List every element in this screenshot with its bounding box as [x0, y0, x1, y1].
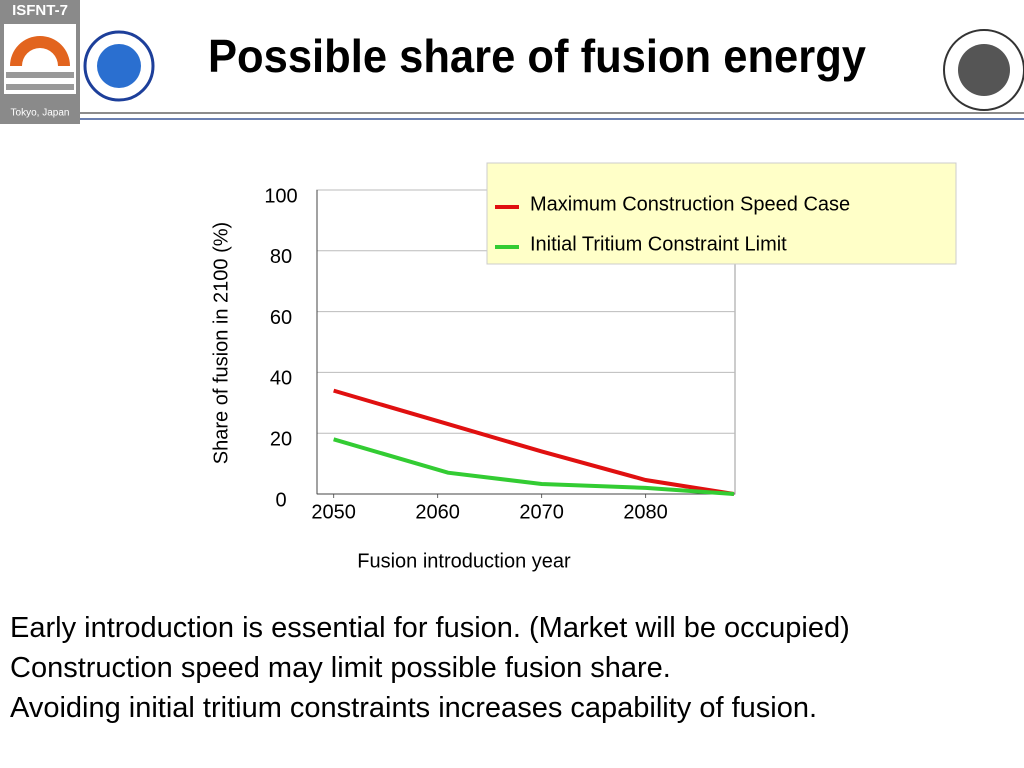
series-line	[333, 388, 735, 496]
x-axis-label: Fusion introduction year	[357, 550, 571, 572]
y-tick-label: 100	[264, 185, 297, 207]
chart-title: Possible share of fusion energy	[208, 30, 866, 82]
y-axis-label: Share of fusion in 2100 (%)	[210, 222, 232, 464]
x-tick-label: 2050	[311, 501, 356, 523]
y-tick-label: 80	[270, 246, 292, 268]
y-tick-label: 60	[270, 307, 292, 329]
conference-name: ISFNT-7	[12, 2, 68, 19]
logo-bar	[6, 72, 74, 78]
sun-icon	[10, 36, 70, 66]
x-tick-label: 2060	[415, 501, 460, 523]
institute-logo-inner	[97, 44, 141, 88]
conference-location: Tokyo, Japan	[11, 108, 70, 119]
legend-label: Initial Tritium Constraint Limit	[530, 233, 787, 255]
y-tick-label: 20	[270, 428, 292, 450]
body-line: Early introduction is essential for fusi…	[10, 612, 850, 644]
body-line: Construction speed may limit possible fu…	[10, 652, 671, 684]
x-tick-label: 2080	[623, 501, 668, 523]
series-line	[333, 437, 735, 496]
body-line: Avoiding initial tritium constraints inc…	[10, 692, 817, 724]
legend-label: Maximum Construction Speed Case	[530, 193, 850, 215]
x-tick-label: 2070	[519, 501, 564, 523]
university-logo-inner	[958, 44, 1010, 96]
y-tick-label: 0	[275, 489, 286, 511]
logo-bar	[6, 84, 74, 90]
y-tick-label: 40	[270, 368, 292, 390]
legend	[486, 162, 957, 265]
